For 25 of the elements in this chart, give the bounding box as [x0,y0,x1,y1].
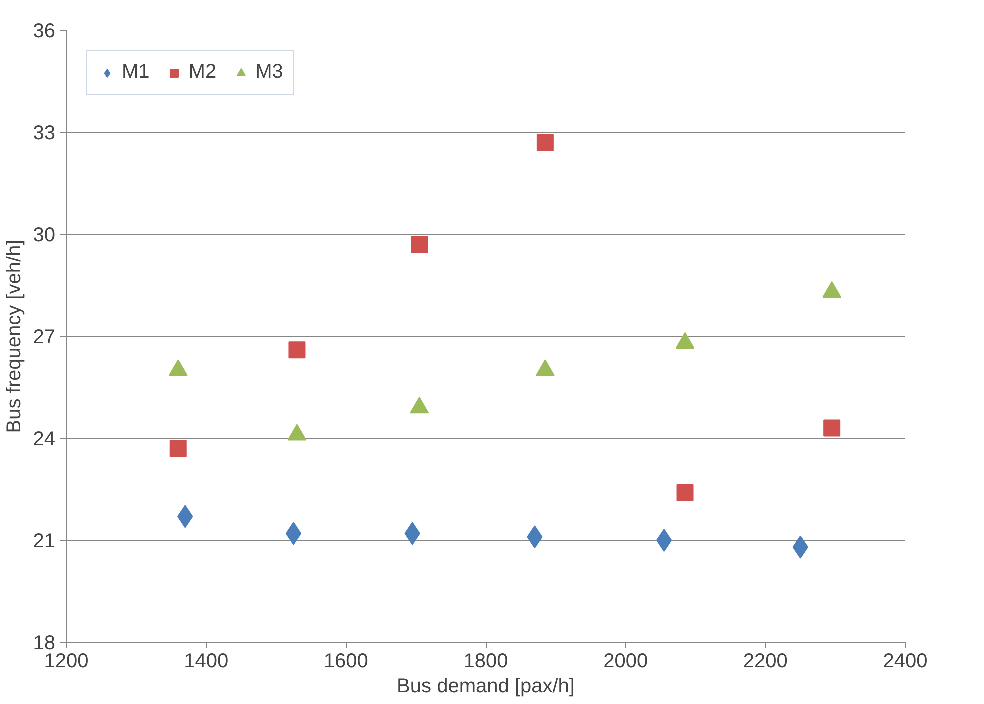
point [824,420,841,437]
point [676,484,694,502]
y-tick-label: 21 [33,530,56,552]
y-tick-label: 27 [33,326,56,348]
y-tick-label: 30 [33,224,56,246]
x-axis-title: Bus demand [pax/h] [397,676,575,698]
y-axis-title: Bus frequency [veh/h] [3,240,26,434]
x-tick-label: 2400 [883,650,928,672]
x-tick-label: 2000 [604,650,648,672]
point [288,342,306,359]
x-tick-label: 1800 [464,650,508,672]
x-tick-label: 2200 [743,650,788,672]
legend-label: M2 [188,61,217,84]
y-tick-label: 24 [33,428,56,450]
y-tick-label: 36 [33,20,56,42]
point [286,522,302,546]
legend-label: M3 [256,61,284,84]
legend-label: M1 [122,61,150,84]
x-tick-label: 1400 [184,650,229,672]
point [536,134,554,152]
point [411,236,428,254]
point [656,529,672,552]
y-tick-label: 33 [33,122,56,144]
x-tick-label: 1600 [324,650,368,672]
point [170,440,187,458]
